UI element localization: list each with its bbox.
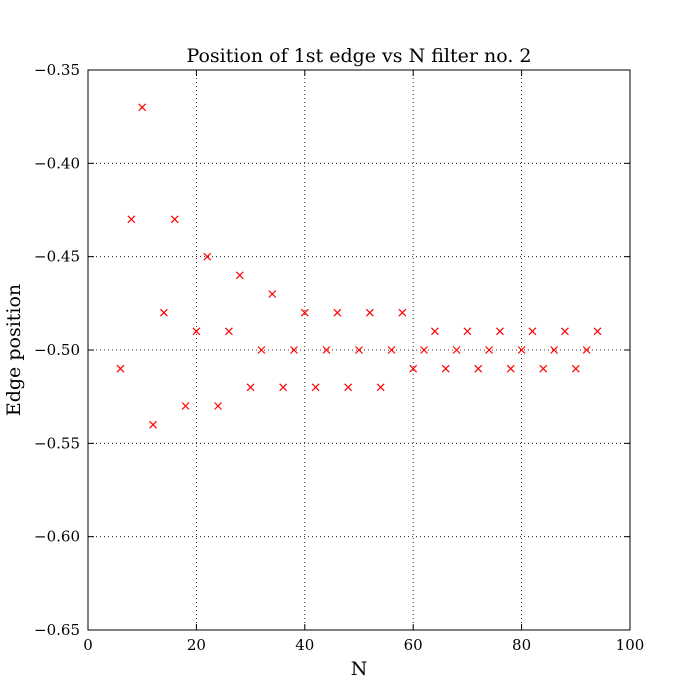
data-point-marker <box>214 402 223 410</box>
data-point-marker <box>582 346 591 354</box>
data-point-marker <box>159 308 168 317</box>
x-axis-label: N <box>351 658 368 680</box>
data-point-marker <box>290 346 298 354</box>
x-tick-label: 20 <box>187 636 206 654</box>
data-point-marker <box>539 364 548 373</box>
y-axis-label: Edge position <box>3 284 25 416</box>
data-point-marker <box>300 308 309 317</box>
x-tick-label: 0 <box>83 636 93 654</box>
data-point-marker <box>268 290 277 298</box>
data-point-marker <box>355 346 363 354</box>
data-point-marker <box>409 364 418 373</box>
data-point-marker <box>279 383 288 392</box>
y-tick-label: −0.50 <box>34 341 80 359</box>
y-tick-label: −0.35 <box>34 61 80 79</box>
data-point-marker <box>571 364 580 373</box>
data-point-marker <box>506 364 515 373</box>
data-point-marker <box>257 346 266 354</box>
data-point-marker <box>441 364 450 373</box>
data-point-marker <box>528 327 537 336</box>
data-point-marker <box>485 346 494 354</box>
data-point-marker <box>181 402 190 410</box>
data-point-marker <box>170 215 179 224</box>
data-point-marker <box>344 383 353 392</box>
x-tick-label: 80 <box>512 636 531 654</box>
y-tick-label: −0.60 <box>34 528 80 546</box>
y-tick-label: −0.55 <box>34 434 80 452</box>
data-point-marker <box>224 327 233 336</box>
data-point-marker <box>192 327 201 336</box>
data-point-marker <box>550 346 559 354</box>
data-point-marker <box>420 346 428 354</box>
x-tick-label: 40 <box>295 636 314 654</box>
data-point-marker <box>561 327 569 336</box>
y-tick-label: −0.45 <box>34 248 80 266</box>
y-tick-label: −0.40 <box>34 154 80 172</box>
data-point-marker <box>203 252 212 261</box>
data-point-marker <box>138 103 147 112</box>
data-point-marker <box>387 346 396 354</box>
data-point-marker <box>311 383 320 392</box>
data-point-marker <box>398 308 407 317</box>
data-point-marker <box>127 215 136 224</box>
x-tick-label: 60 <box>404 636 423 654</box>
data-point-marker <box>495 327 504 336</box>
data-point-marker <box>235 271 244 280</box>
data-point-marker <box>322 346 331 354</box>
data-points <box>116 103 602 429</box>
data-point-marker <box>333 308 342 317</box>
y-tick-label: −0.65 <box>34 621 80 639</box>
data-point-marker <box>452 346 461 354</box>
data-point-marker <box>149 420 157 429</box>
data-point-marker <box>430 327 439 336</box>
data-point-marker <box>376 383 385 392</box>
data-point-marker <box>474 364 483 373</box>
data-point-marker <box>463 327 472 336</box>
axis-ticks: 0 20 40 60 80 100 −0.65 −0.60 −0.55 −0.50 −0.45 −0.… <box>34 61 644 654</box>
data-point-marker <box>116 364 125 373</box>
plot-frame <box>87 69 631 631</box>
data-point-marker <box>246 383 255 392</box>
data-point-marker <box>365 308 374 317</box>
x-tick-label: 100 <box>616 636 645 654</box>
data-point-marker <box>593 327 602 336</box>
data-point-marker <box>517 346 526 354</box>
chart-title: Position of 1st edge vs N filter no. 2 <box>186 45 531 67</box>
